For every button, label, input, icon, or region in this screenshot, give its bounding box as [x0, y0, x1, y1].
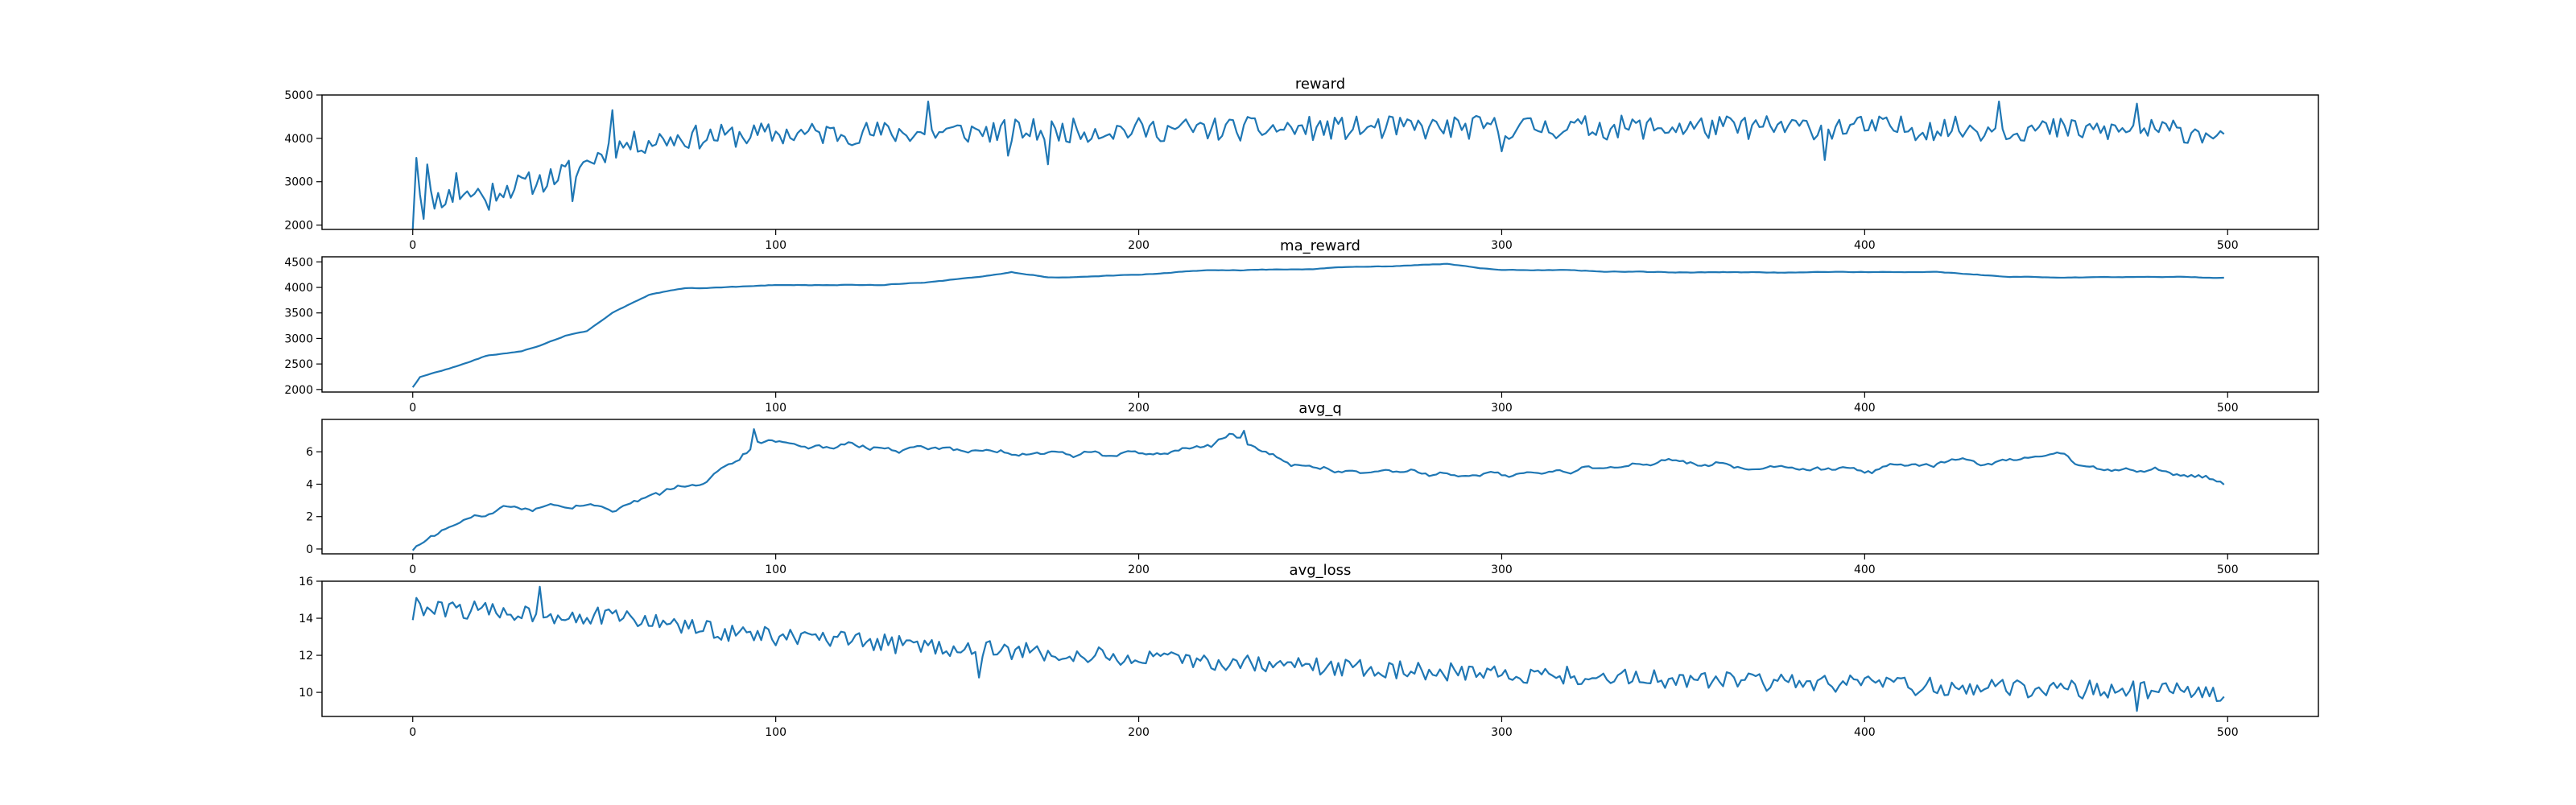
y-tick-label: 4000: [284, 282, 313, 295]
y-tick-label: 4000: [284, 133, 313, 146]
x-tick-label: 0: [409, 239, 416, 252]
x-tick-label: 100: [765, 564, 786, 576]
y-tick-label: 2000: [284, 384, 313, 397]
y-tick-label: 12: [299, 650, 313, 663]
x-tick-label: 0: [409, 402, 416, 415]
y-tick-label: 0: [306, 543, 313, 556]
x-tick-label: 500: [2217, 726, 2239, 739]
y-tick-label: 16: [299, 576, 313, 588]
x-tick-label: 400: [1854, 239, 1876, 252]
panel-reward: reward 0 100 200 300 400 500 2000 3000 4000 5000: [284, 76, 2319, 252]
panel-title: avg_q: [1298, 400, 1342, 417]
x-tick-label: 200: [1128, 239, 1150, 252]
x-tick-label: 100: [765, 726, 786, 739]
y-tick-label: 2: [306, 511, 313, 524]
y-tick-label: 14: [299, 613, 313, 625]
panel-title: avg_loss: [1290, 562, 1352, 579]
x-tick-label: 400: [1854, 726, 1876, 739]
y-tick-label: 5000: [284, 89, 313, 102]
axes-frame: [321, 94, 2319, 230]
x-tick-label: 0: [409, 726, 416, 739]
x-tick-label: 200: [1128, 402, 1150, 415]
x-tick-label: 100: [765, 239, 786, 252]
axes-frame: [321, 419, 2319, 555]
y-tick-label: 2000: [284, 220, 313, 233]
series-line: [411, 262, 2224, 388]
panel-avg-q: avg_q 0 100 200 300 400 500 0 2 4 6: [306, 400, 2319, 576]
x-tick-label: 500: [2217, 402, 2239, 415]
x-tick-label: 100: [765, 402, 786, 415]
series-line: [411, 100, 2225, 229]
y-tick-label: 10: [299, 687, 313, 700]
y-tick-label: 4: [306, 478, 313, 491]
axes-frame: [321, 256, 2319, 393]
y-tick-label: 3000: [284, 176, 313, 189]
x-tick-label: 200: [1128, 726, 1150, 739]
y-tick-label: 4500: [284, 256, 313, 269]
x-tick-label: 500: [2217, 564, 2239, 576]
y-tick-label: 6: [306, 446, 313, 459]
y-tick-label: 3000: [284, 332, 313, 345]
panel-avg-loss: avg_loss 0 100 200 300 400 500 10 12 14 16: [299, 562, 2319, 739]
x-tick-label: 300: [1491, 402, 1513, 415]
y-tick-label: 3500: [284, 308, 313, 320]
x-tick-label: 300: [1491, 239, 1513, 252]
y-tick-label: 2500: [284, 358, 313, 371]
x-tick-label: 500: [2217, 239, 2239, 252]
x-tick-label: 200: [1128, 564, 1150, 576]
series-line: [411, 585, 2225, 712]
x-tick-label: 300: [1491, 726, 1513, 739]
x-tick-label: 400: [1854, 564, 1876, 576]
x-tick-label: 400: [1854, 402, 1876, 415]
x-tick-label: 300: [1491, 564, 1513, 576]
panel-title: reward: [1295, 76, 1345, 93]
x-tick-label: 0: [409, 564, 416, 576]
axes-frame: [321, 580, 2319, 717]
panel-title: ma_reward: [1280, 237, 1360, 254]
series-line: [411, 427, 2225, 551]
